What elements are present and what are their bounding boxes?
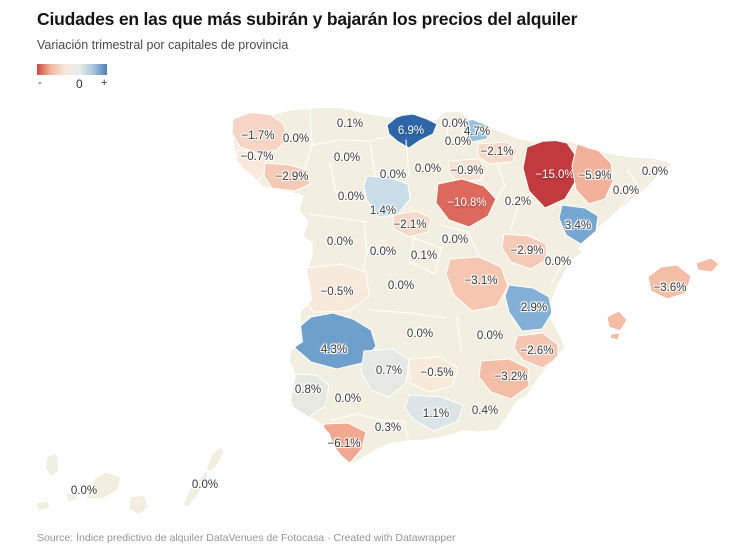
tinted-island-regions-group (606, 257, 720, 341)
chart-subtitle: Variación trimestral por capitales de pr… (37, 38, 289, 52)
region-shape[interactable] (360, 348, 410, 398)
region-shape[interactable] (606, 310, 628, 332)
region-shape[interactable] (263, 162, 311, 192)
region-shape[interactable] (571, 143, 614, 205)
island-shape[interactable] (205, 445, 225, 473)
region-shape[interactable] (386, 113, 438, 149)
region-shape[interactable] (447, 158, 489, 182)
legend-ticks: - 0 + (37, 77, 107, 93)
region-shape[interactable] (478, 358, 530, 400)
region-shape[interactable] (647, 264, 692, 300)
legend-tick-plus: + (101, 77, 108, 89)
chart-title: Ciudades en las que más subirán y bajará… (37, 9, 578, 29)
color-legend: - 0 + (37, 64, 127, 93)
source-line: Source: Índice predictivo de alquiler Da… (37, 532, 456, 544)
legend-gradient-bar (37, 64, 107, 75)
region-shape[interactable] (445, 256, 509, 312)
island-shape[interactable] (128, 494, 149, 516)
region-shape[interactable] (504, 284, 553, 332)
region-shape[interactable] (609, 332, 621, 341)
region-shape[interactable] (695, 257, 720, 273)
region-shape[interactable] (392, 210, 432, 238)
island-shape[interactable] (182, 467, 209, 508)
region-shape[interactable] (408, 356, 459, 393)
region-shape[interactable] (435, 178, 497, 228)
legend-tick-minus: - (38, 77, 42, 89)
region-shape[interactable] (477, 141, 519, 165)
island-shape[interactable] (85, 471, 122, 500)
island-shape[interactable] (35, 500, 51, 512)
region-shape[interactable] (294, 312, 377, 370)
region-shape[interactable] (501, 233, 548, 270)
island-shape[interactable] (44, 452, 60, 478)
tinted-regions-group (232, 111, 614, 464)
canary-islands-group (35, 445, 225, 516)
legend-tick-zero: 0 (76, 77, 83, 91)
island-shape[interactable] (65, 491, 78, 503)
region-shape[interactable] (558, 204, 599, 245)
region-shape[interactable] (404, 394, 464, 432)
region-shape[interactable] (513, 332, 559, 369)
